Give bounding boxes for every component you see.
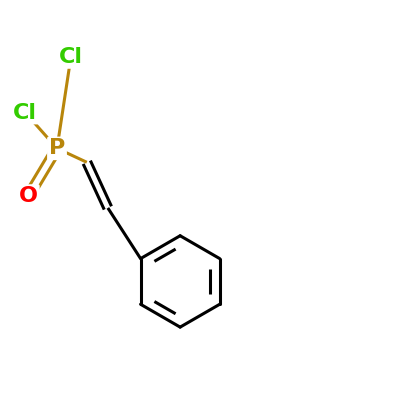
Text: Cl: Cl [13,103,37,123]
Text: P: P [49,138,65,158]
Text: O: O [19,186,38,206]
Text: Cl: Cl [59,47,83,67]
